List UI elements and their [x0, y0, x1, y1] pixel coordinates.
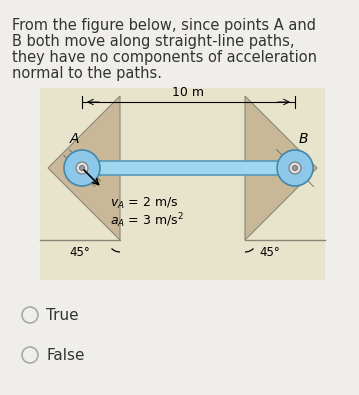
Circle shape: [277, 150, 313, 186]
Bar: [82, 161, 295, 175]
Circle shape: [293, 166, 298, 171]
Text: B both move along straight-line paths,: B both move along straight-line paths,: [12, 34, 294, 49]
Text: True: True: [46, 307, 79, 322]
Text: From the figure below, since points A and: From the figure below, since points A an…: [12, 18, 316, 33]
Circle shape: [76, 162, 88, 174]
Circle shape: [79, 166, 84, 171]
Circle shape: [64, 150, 100, 186]
Text: False: False: [46, 348, 84, 363]
Text: $a_A$ = 3 m/s$^2$: $a_A$ = 3 m/s$^2$: [110, 211, 184, 230]
Text: $v_A$ = 2 m/s: $v_A$ = 2 m/s: [110, 196, 178, 211]
Text: A: A: [69, 132, 79, 146]
Polygon shape: [48, 96, 120, 240]
Text: they have no components of acceleration: they have no components of acceleration: [12, 50, 317, 65]
Text: normal to the paths.: normal to the paths.: [12, 66, 162, 81]
Text: 45°: 45°: [259, 246, 280, 259]
Polygon shape: [245, 96, 317, 240]
Circle shape: [289, 162, 301, 174]
Text: B: B: [298, 132, 308, 146]
Text: 10 m: 10 m: [173, 86, 205, 99]
Bar: [40, 88, 325, 280]
Text: 45°: 45°: [69, 246, 90, 259]
